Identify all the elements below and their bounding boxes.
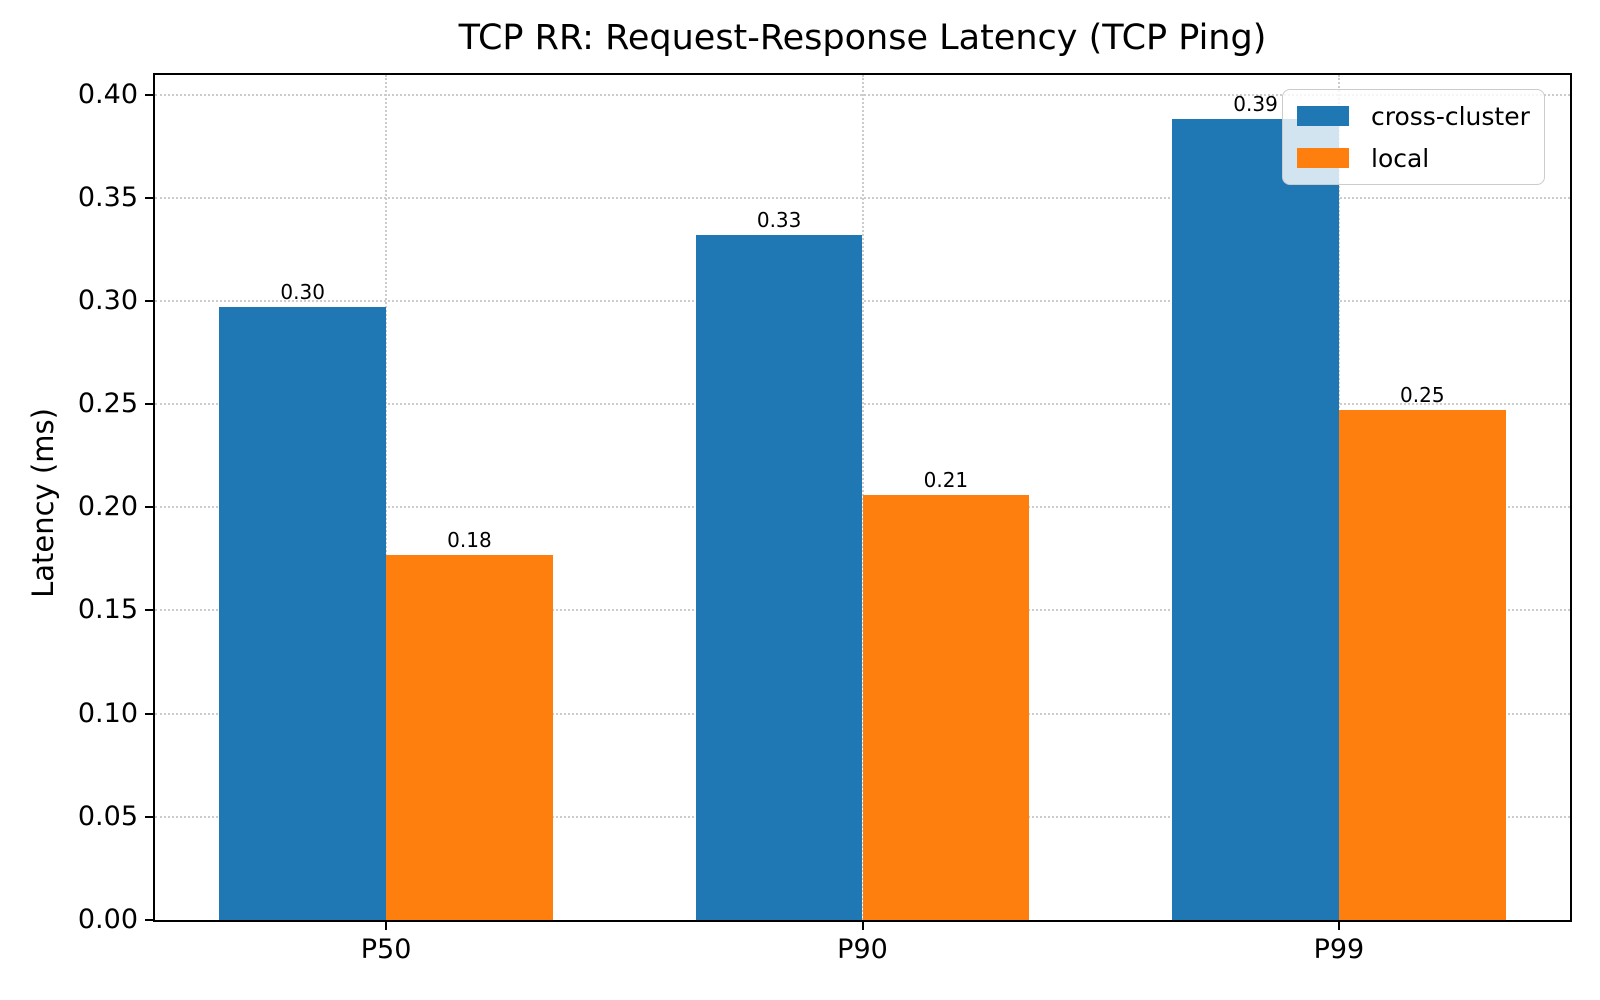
x-tick-mark <box>385 920 388 930</box>
legend-entry-cross-cluster: cross-cluster <box>1297 99 1530 133</box>
y-tick-label: 0.25 <box>77 388 138 420</box>
legend-label: local <box>1371 143 1430 173</box>
y-tick-label: 0.15 <box>77 594 138 626</box>
legend: cross-cluster local <box>1282 89 1545 185</box>
legend-entry-local: local <box>1297 141 1530 175</box>
bar-cross-cluster-p50 <box>219 307 387 920</box>
bar-cross-cluster-p99 <box>1172 119 1339 920</box>
y-tick-label: 0.35 <box>77 181 138 213</box>
y-tick-mark <box>145 815 155 818</box>
y-tick-mark <box>145 299 155 302</box>
legend-swatch-cross-cluster <box>1297 106 1349 126</box>
bar-value-label: 0.18 <box>447 527 492 552</box>
bar-value-label: 0.25 <box>1400 383 1445 408</box>
legend-swatch-local <box>1297 148 1349 168</box>
bar-cross-cluster-p90 <box>695 234 863 920</box>
y-tick-label: 0.05 <box>77 800 138 832</box>
y-tick-mark <box>145 403 155 406</box>
y-tick-mark <box>145 506 155 509</box>
y-tick-label: 0.10 <box>77 697 138 729</box>
x-tick-mark <box>861 920 864 930</box>
y-tick-label: 0.20 <box>77 491 138 523</box>
y-tick-label: 0.40 <box>77 78 138 110</box>
x-tick-label: P50 <box>360 934 412 965</box>
x-tick-label: P90 <box>837 934 888 965</box>
bar-value-label: 0.21 <box>923 467 969 492</box>
y-tick-label: 0.00 <box>77 904 138 935</box>
bar-value-label: 0.39 <box>1233 92 1278 117</box>
chart-title: TCP RR: Request-Response Latency (TCP Pi… <box>458 18 1267 58</box>
y-tick-mark <box>145 93 155 96</box>
gridline-vertical <box>385 75 388 920</box>
y-tick-mark <box>145 919 155 921</box>
bar-local-p50 <box>386 554 553 920</box>
y-tick-mark <box>145 712 155 715</box>
bar-value-label: 0.33 <box>756 207 802 232</box>
bar-local-p99 <box>1338 410 1506 920</box>
bar-value-label: 0.30 <box>280 280 325 305</box>
y-tick-label: 0.30 <box>77 284 138 316</box>
x-tick-label: P99 <box>1313 934 1365 965</box>
legend-label: cross-cluster <box>1371 101 1530 131</box>
x-tick-mark <box>1337 920 1340 930</box>
y-tick-mark <box>145 609 155 612</box>
bar-local-p90 <box>862 494 1030 920</box>
y-tick-mark <box>145 196 155 199</box>
